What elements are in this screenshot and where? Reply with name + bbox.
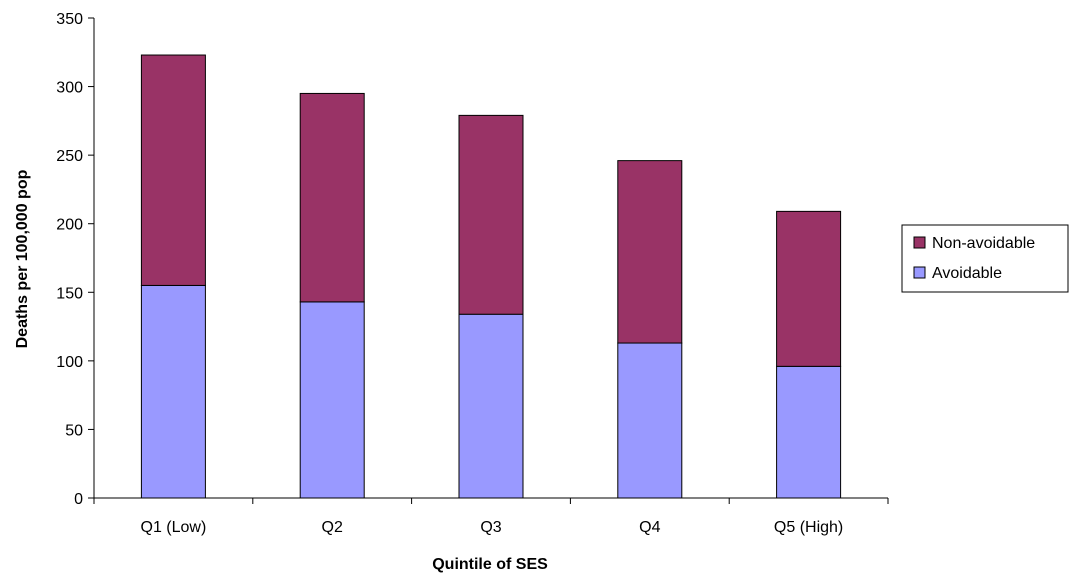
x-axis-title: Quintile of SES: [432, 556, 548, 573]
x-tick-label: Q2: [322, 519, 343, 536]
x-tick-label: Q3: [480, 519, 501, 536]
bar-avoidable-3: [458, 313, 524, 499]
y-tick-label: 100: [56, 354, 83, 371]
y-tick-label: 200: [56, 217, 83, 234]
bar-avoidable-2: [299, 301, 365, 499]
legend-swatch-non-avoidable: [913, 236, 926, 249]
bar-avoidable-4: [617, 342, 683, 499]
legend-frame: [901, 224, 1069, 293]
x-tick-label: Q5 (High): [774, 519, 843, 536]
bar-avoidable-1: [140, 284, 206, 499]
x-tick-label: Q1 (Low): [141, 519, 207, 536]
bar-non-avoidable-3: [458, 114, 524, 315]
y-tick-label: 250: [56, 148, 83, 165]
bar-avoidable-5: [776, 365, 842, 499]
legend: Non-avoidable Avoidable: [901, 224, 1069, 293]
y-tick-label: 50: [65, 422, 83, 439]
legend-swatch-avoidable: [913, 266, 926, 279]
y-axis-title: Deaths per 100,000 pop: [14, 169, 31, 348]
bars-layer: [140, 54, 842, 499]
bar-non-avoidable-4: [617, 160, 683, 344]
y-tick-label: 0: [74, 491, 83, 508]
y-tick-label: 300: [56, 80, 83, 97]
y-tick-label: 150: [56, 285, 83, 302]
x-tick-label: Q4: [639, 519, 660, 536]
bar-non-avoidable-1: [140, 54, 206, 286]
bar-non-avoidable-2: [299, 92, 365, 303]
legend-label-non-avoidable: Non-avoidable: [932, 235, 1035, 252]
y-tick-label: 350: [56, 11, 83, 28]
axes-layer: 0 50 100 150 200 250 300 350 Q1 (Low) Q2 Q3 Q4 Q5 (H…: [56, 11, 889, 536]
bar-non-avoidable-5: [776, 210, 842, 367]
legend-label-avoidable: Avoidable: [932, 265, 1002, 282]
